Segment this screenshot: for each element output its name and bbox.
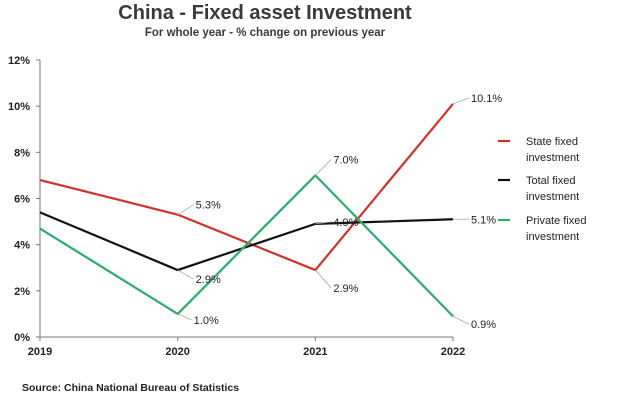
legend-label: investment	[526, 191, 579, 203]
data-label: 2.9%	[333, 283, 358, 295]
series-line-0	[39, 103, 454, 272]
legend-label: investment	[526, 231, 579, 243]
data-label-leader	[177, 313, 192, 321]
data-label: 1.0%	[194, 315, 219, 327]
y-tick-label: 12%	[8, 55, 30, 67]
y-tick-label: 0%	[14, 332, 30, 344]
data-label-leader	[452, 315, 470, 325]
data-label: 5.1%	[471, 214, 496, 226]
y-tick-label: 10%	[8, 101, 30, 113]
legend-label: investment	[526, 152, 579, 164]
data-label-leader	[315, 159, 332, 176]
data-label: 4.9%	[333, 217, 358, 229]
x-tick-label: 2020	[165, 346, 189, 358]
y-tick-label: 4%	[14, 240, 30, 252]
data-label: 0.9%	[471, 319, 496, 331]
y-tick-label: 6%	[14, 194, 30, 206]
data-label-leader	[177, 204, 194, 215]
data-label-leader	[315, 269, 332, 289]
chart-title: China - Fixed asset Investment	[118, 2, 412, 24]
x-tick-label: 2021	[303, 346, 327, 358]
y-tick-label: 8%	[14, 147, 30, 159]
data-label: 2.9%	[196, 274, 221, 286]
y-tick-label: 2%	[14, 286, 30, 298]
legend-label: Private fixed	[526, 215, 587, 227]
x-tick-label: 2022	[441, 346, 465, 358]
legend-label: Total fixed	[526, 175, 576, 187]
data-label: 5.3%	[196, 200, 221, 212]
data-label: 10.1%	[471, 93, 502, 105]
data-label: 7.0%	[333, 154, 358, 166]
data-label-leader	[452, 97, 470, 105]
series-line-1	[39, 211, 454, 272]
legend-label: State fixed	[526, 136, 578, 148]
chart-subtitle: For whole year - % change on previous ye…	[144, 27, 386, 39]
series-line-2	[39, 174, 454, 317]
x-tick-label: 2019	[28, 346, 52, 358]
source-note: Source: China National Bureau of Statist…	[22, 382, 240, 394]
data-label-leader	[315, 221, 332, 225]
data-label-leader	[177, 269, 194, 280]
